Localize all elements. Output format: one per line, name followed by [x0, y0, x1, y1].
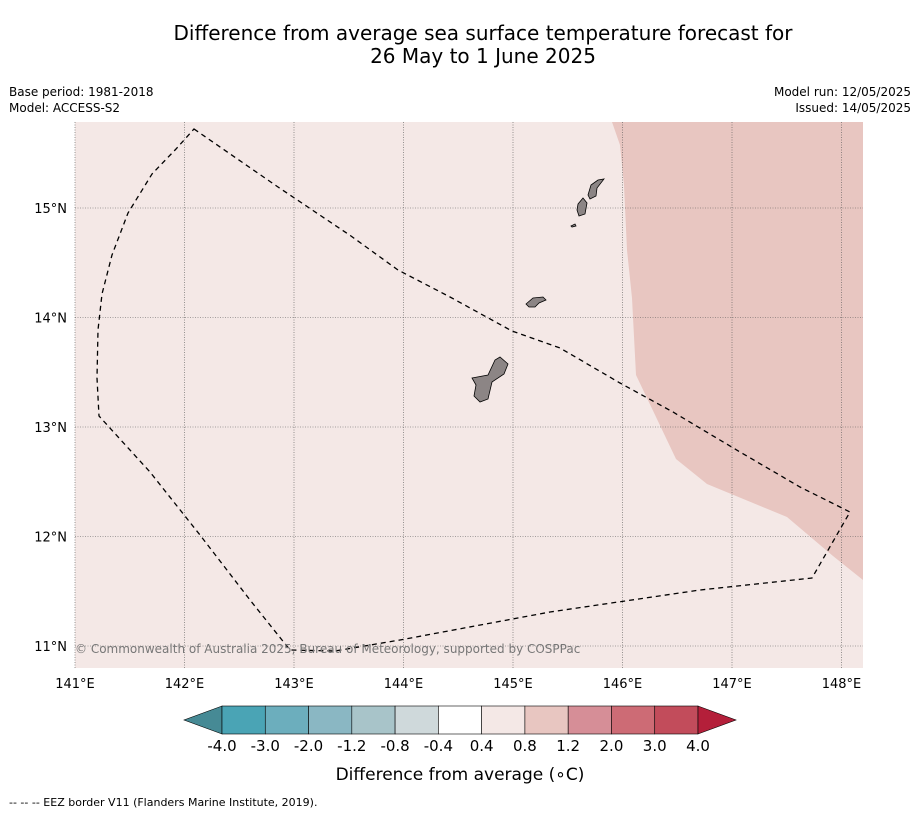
- model-run: Model run: 12/05/2025: [773, 85, 911, 99]
- colorbar-tick-label: 4.0: [686, 737, 710, 755]
- colorbar-segment: [567, 705, 612, 735]
- issued-date: Issued: 14/05/2025: [795, 101, 911, 115]
- eez-legend-note: -- -- -- EEZ border V11 (Flanders Marine…: [9, 796, 318, 809]
- colorbar-segment: [351, 705, 396, 735]
- longitude-labels: 141°E 142°E 143°E 144°E 145°E 146°E 147°E 148°E: [55, 677, 861, 692]
- colorbar-tick-label: -4.0: [207, 737, 236, 755]
- colorbar-segment: [394, 705, 439, 735]
- island-guam: [471, 356, 509, 403]
- colorbar-segment: [221, 705, 266, 735]
- colorbar-segment: [264, 705, 309, 735]
- copyright-text: © Commonwealth of Australia 2025, Bureau…: [75, 642, 580, 656]
- island-aguijan: [570, 223, 577, 228]
- island-rota: [525, 296, 547, 308]
- colorbar-tick-label: 0.8: [513, 737, 537, 755]
- colorbar-segment: [654, 705, 699, 735]
- latitude-tick-label: 15°N: [34, 202, 67, 217]
- longitude-tick-label: 142°E: [165, 677, 205, 692]
- island-saipan: [587, 178, 605, 200]
- meta-left: Base period: 1981-2018 Model: ACCESS-S2: [9, 84, 154, 116]
- colorbar: -4.0 -3.0 -2.0 -1.2 -0.8 -0.4 0.4 0.8 1.2 2.0 3.0 4…: [183, 705, 737, 755]
- longitude-tick-label: 141°E: [55, 677, 95, 692]
- latitude-labels: 15°N 14°N 13°N 12°N 11°N: [34, 202, 67, 655]
- map-title: Difference from average sea surface temp…: [0, 22, 919, 68]
- base-period: Base period: 1981-2018: [9, 85, 154, 99]
- colorbar-label: Difference from average (∘C): [336, 765, 585, 785]
- colorbar-tick-label: -0.4: [424, 737, 453, 755]
- title-line-1: Difference from average sea surface temp…: [173, 21, 793, 45]
- latitude-tick-label: 12°N: [34, 531, 67, 546]
- longitude-tick-label: 147°E: [712, 677, 752, 692]
- colorbar-extend-low: [183, 705, 223, 735]
- island-tinian: [576, 197, 588, 217]
- title-line-2: 26 May to 1 June 2025: [370, 44, 596, 68]
- latitude-tick-label: 11°N: [34, 640, 67, 655]
- colorbar-segment: [438, 705, 482, 735]
- model-name: Model: ACCESS-S2: [9, 101, 121, 115]
- colorbar-tick-label: 0.4: [470, 737, 494, 755]
- longitude-tick-label: 144°E: [384, 677, 424, 692]
- gridlines: [74, 122, 863, 668]
- colorbar-tick-label: -1.2: [337, 737, 366, 755]
- longitude-tick-label: 148°E: [822, 677, 862, 692]
- longitude-tick-label: 146°E: [603, 677, 643, 692]
- islands: [471, 178, 605, 403]
- longitude-tick-label: 143°E: [274, 677, 314, 692]
- latitude-tick-label: 14°N: [34, 312, 67, 327]
- meta-right: Model run: 12/05/2025 Issued: 14/05/2025: [774, 84, 911, 116]
- colorbar-tick-label: 3.0: [643, 737, 667, 755]
- colorbar-segment: [611, 705, 656, 735]
- colorbar-segment: [308, 705, 353, 735]
- warm-anomaly-region: [612, 122, 863, 580]
- colorbar-tick-label: -2.0: [294, 737, 323, 755]
- latitude-tick-label: 13°N: [34, 421, 67, 436]
- colorbar-segment: [524, 705, 569, 735]
- colorbar-tick-label: -0.8: [380, 737, 409, 755]
- colorbar-segment: [481, 705, 526, 735]
- longitude-tick-label: 145°E: [493, 677, 533, 692]
- map-area: © Commonwealth of Australia 2025, Bureau…: [74, 122, 863, 668]
- colorbar-tick-label: 1.2: [556, 737, 580, 755]
- colorbar-extend-high: [697, 705, 737, 735]
- colorbar-tick-label: -3.0: [251, 737, 280, 755]
- colorbar-tick-label: 2.0: [600, 737, 624, 755]
